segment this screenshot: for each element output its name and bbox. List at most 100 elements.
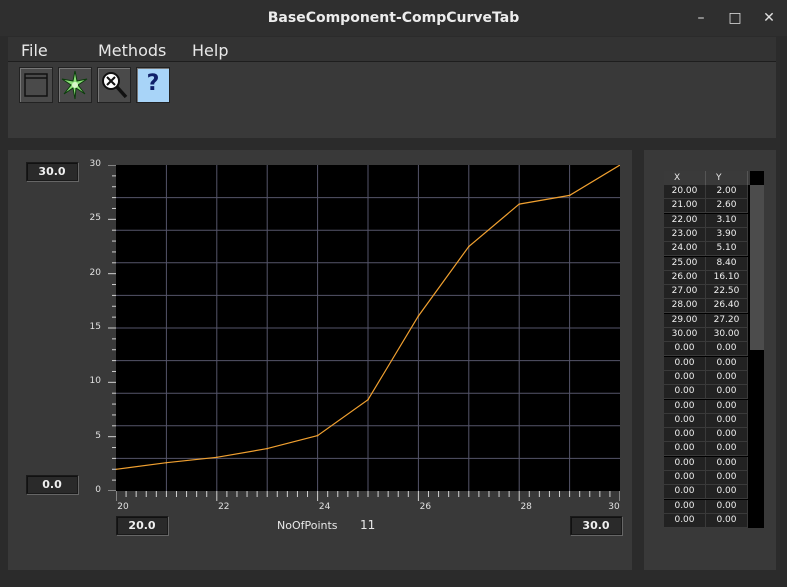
table-row[interactable]: 27.00 22.50 [664,285,748,300]
table-row[interactable]: 24.00 5.10 [664,242,748,257]
cell-y[interactable]: 27.20 [706,313,748,328]
cell-x[interactable]: 30.00 [664,328,706,342]
curve-plot[interactable] [115,164,621,491]
cell-y[interactable]: 26.40 [706,299,748,314]
table-row[interactable]: 22.00 3.10 [664,213,748,228]
cell-x[interactable]: 0.00 [664,442,706,457]
table-row[interactable]: 26.00 16.10 [664,270,748,285]
table-row[interactable]: 0.00 0.00 [664,370,748,385]
menu-file[interactable]: File [21,41,48,60]
cell-x[interactable]: 28.00 [664,299,706,314]
table-row[interactable]: 20.00 2.00 [664,185,748,199]
cell-y[interactable]: 2.60 [706,199,748,214]
cell-y[interactable]: 16.10 [706,270,748,285]
cell-x[interactable]: 25.00 [664,256,706,271]
cell-y[interactable]: 0.00 [706,485,748,500]
cell-y[interactable]: 2.00 [706,185,748,199]
cell-y[interactable]: 3.90 [706,227,748,242]
y-min-field[interactable]: 0.0 [26,475,78,494]
x-tick-label: 30 [608,502,620,512]
close-icon[interactable]: ✕ [763,10,775,26]
table-row[interactable]: 25.00 8.40 [664,256,748,271]
cell-x[interactable]: 29.00 [664,313,706,328]
sparkle-button[interactable] [58,67,92,103]
table-row[interactable]: 0.00 0.00 [664,485,748,500]
window-button[interactable] [19,67,53,103]
cell-x[interactable]: 21.00 [664,199,706,214]
cell-y[interactable]: 0.00 [706,342,748,357]
cell-y[interactable]: 0.00 [706,356,748,371]
y-max-field[interactable]: 30.0 [26,162,78,181]
table-row[interactable]: 0.00 0.00 [664,428,748,443]
column-header-y[interactable]: Y [706,171,748,185]
scrollbar-thumb[interactable] [750,185,764,350]
window-icon [24,73,48,97]
cell-x[interactable]: 22.00 [664,213,706,228]
cell-x[interactable]: 0.00 [664,356,706,371]
cell-y[interactable]: 0.00 [706,413,748,428]
cell-x[interactable]: 0.00 [664,471,706,485]
table-row[interactable]: 0.00 0.00 [664,413,748,428]
cell-y[interactable]: 22.50 [706,285,748,300]
data-point [216,456,218,459]
x-tick-label: 24 [318,502,331,512]
points-table[interactable]: X Y 20.00 2.00 21.00 2.60 22.00 3.10 23.00 3.90… [664,171,764,528]
cell-y[interactable]: 3.10 [706,213,748,228]
x-max-field[interactable]: 30.0 [570,516,622,535]
cell-y[interactable]: 30.00 [706,328,748,342]
maximize-icon[interactable]: □ [728,10,742,26]
cell-x[interactable]: 24.00 [664,242,706,257]
cell-x[interactable]: 0.00 [664,370,706,385]
table-row[interactable]: 0.00 0.00 [664,399,748,414]
cell-x[interactable]: 0.00 [664,413,706,428]
cell-y[interactable]: 0.00 [706,399,748,414]
x-min-field[interactable]: 20.0 [116,516,168,535]
cell-y[interactable]: 0.00 [706,370,748,385]
table-row[interactable]: 0.00 0.00 [664,342,748,357]
table-row[interactable]: 0.00 0.00 [664,385,748,400]
minimize-icon[interactable]: – [697,10,705,26]
cell-x[interactable]: 23.00 [664,227,706,242]
cell-y[interactable]: 0.00 [706,456,748,471]
cell-y[interactable]: 0.00 [706,499,748,514]
cell-x[interactable]: 0.00 [664,399,706,414]
cell-y[interactable]: 0.00 [706,442,748,457]
menu-methods[interactable]: Methods [98,41,167,60]
table-row[interactable]: 21.00 2.60 [664,199,748,214]
cell-y[interactable]: 0.00 [706,513,748,528]
table-row[interactable]: 0.00 0.00 [664,356,748,371]
cell-x[interactable]: 0.00 [664,485,706,500]
table-row[interactable]: 0.00 0.00 [664,499,748,514]
toolbar: ? [8,62,776,138]
cell-x[interactable]: 0.00 [664,385,706,400]
table-row[interactable]: 30.00 30.00 [664,328,748,342]
cell-x[interactable]: 26.00 [664,270,706,285]
cell-x[interactable]: 0.00 [664,456,706,471]
help-button[interactable]: ? [136,67,170,103]
table-row[interactable]: 0.00 0.00 [664,456,748,471]
window-title: BaseComponent-CompCurveTab [267,10,520,26]
cell-x[interactable]: 27.00 [664,285,706,300]
n-points-label: NoOfPoints [277,519,338,532]
cell-y[interactable]: 0.00 [706,385,748,400]
cell-y[interactable]: 8.40 [706,256,748,271]
table-row[interactable]: 0.00 0.00 [664,513,748,528]
inspect-button[interactable] [97,67,131,103]
table-row[interactable]: 0.00 0.00 [664,471,748,485]
column-header-x[interactable]: X [664,171,706,185]
cell-x[interactable]: 0.00 [664,342,706,357]
table-row[interactable]: 0.00 0.00 [664,442,748,457]
cell-x[interactable]: 0.00 [664,499,706,514]
magnifier-icon [102,72,128,99]
cell-x[interactable]: 20.00 [664,185,706,199]
cell-y[interactable]: 5.10 [706,242,748,257]
cell-y[interactable]: 0.00 [706,471,748,485]
table-row[interactable]: 28.00 26.40 [664,299,748,314]
cell-y[interactable]: 0.00 [706,428,748,443]
table-row[interactable]: 23.00 3.90 [664,227,748,242]
table-scrollbar[interactable] [750,171,764,528]
cell-x[interactable]: 0.00 [664,428,706,443]
menu-help[interactable]: Help [192,41,229,60]
cell-x[interactable]: 0.00 [664,513,706,528]
table-row[interactable]: 29.00 27.20 [664,313,748,328]
